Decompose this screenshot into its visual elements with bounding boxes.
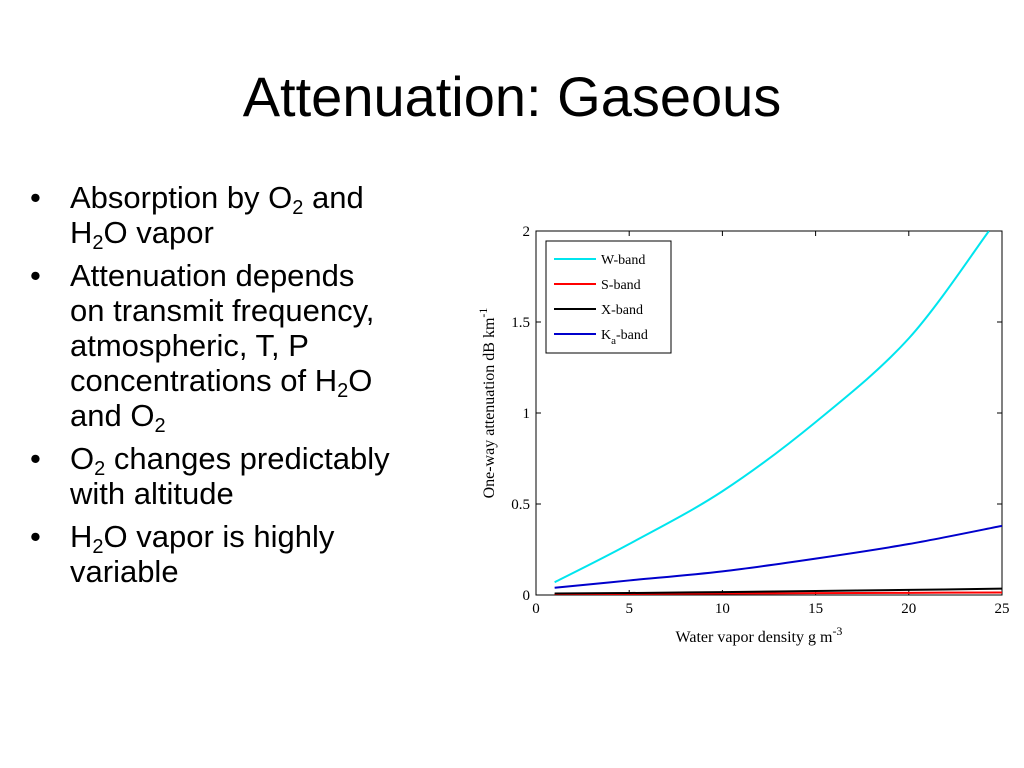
y-tick-label: 1.5 <box>511 315 530 331</box>
series-line-k <box>554 524 1002 589</box>
bullet-subscript: 2 <box>292 197 304 219</box>
bullet-line: with altitude <box>70 476 464 511</box>
legend-name-tail: -band <box>616 328 648 343</box>
x-tick-label: 20 <box>901 601 916 617</box>
legend-label: Ka-band <box>601 328 648 347</box>
x-tick-label: 25 <box>995 601 1010 617</box>
series-line-x-band <box>554 587 1002 595</box>
bullet-text: atmospheric, T, P <box>70 328 309 363</box>
bullet-text: variable <box>70 554 179 589</box>
bullet-text: with altitude <box>70 476 234 511</box>
x-tick-label: 15 <box>808 601 823 617</box>
bullet-text: H <box>70 519 93 554</box>
legend-label: S-band <box>601 278 641 293</box>
bullet-line: concentrations of H2O <box>70 363 464 401</box>
x-tick-label: 10 <box>715 601 730 617</box>
x-tick-label: 5 <box>625 601 633 617</box>
y-tick-label: 2 <box>523 224 531 240</box>
legend-name: X-band <box>601 303 643 318</box>
bullet-text: Attenuation depends <box>70 258 355 293</box>
bullet-text: O vapor is highly <box>103 519 335 554</box>
x-tick-label: 0 <box>532 601 540 617</box>
bullet-line: Absorption by O2 and <box>70 180 464 218</box>
bullet-text: and O <box>70 398 155 433</box>
bullet-subscript: 2 <box>92 232 104 254</box>
y-axis-label: One-way attenuation dB km-1 <box>476 308 498 499</box>
bullet-line: variable <box>70 554 464 589</box>
y-axis-label-sup: -1 <box>476 308 490 318</box>
slide-title: Attenuation: Gaseous <box>242 65 782 128</box>
bullet-line: H2O vapor <box>70 215 464 253</box>
bullet-text: Absorption by O <box>70 180 293 215</box>
bullet-line: H2O vapor is highly <box>70 519 464 557</box>
legend-label: X-band <box>601 303 643 318</box>
y-tick-label: 0.5 <box>511 497 530 513</box>
series-line-w-band <box>554 231 990 584</box>
x-axis-label-sup: -3 <box>832 624 842 638</box>
legend-name: S-band <box>601 278 641 293</box>
bullet-subscript: 2 <box>337 380 349 402</box>
bullet-line: atmospheric, T, P <box>70 328 464 363</box>
bullet-line: Attenuation depends <box>70 258 464 293</box>
bullet-text: H <box>70 215 93 250</box>
attenuation-chart: 0 5 10 15 20 2500.511.52W-bandS-bandX-bandKa-… <box>476 224 1010 646</box>
bullet-text: O vapor <box>103 215 214 250</box>
bullet-line: O2 changes predictably <box>70 441 464 479</box>
bullet-text: and <box>303 180 364 215</box>
y-tick-label: 1 <box>523 406 531 422</box>
bullet-text: O <box>70 441 95 476</box>
legend-name: K <box>601 328 611 343</box>
bullet-line: on transmit frequency, <box>70 293 464 328</box>
bullet-subscript: 2 <box>154 415 166 437</box>
bullet-text: concentrations of H <box>70 363 338 398</box>
y-axis-label-text: One-way attenuation dB km <box>481 317 498 498</box>
bullet-subscript: 2 <box>94 458 106 480</box>
y-tick-label: 0 <box>523 588 531 604</box>
bullet-text: on transmit frequency, <box>70 293 375 328</box>
legend: W-band S-band X-band Ka-band <box>545 240 672 354</box>
x-axis-label: Water vapor density g m-3 <box>676 624 843 646</box>
bullet-text: O <box>348 363 373 398</box>
bullet-text: changes predictably <box>105 441 390 476</box>
legend-label: W-band <box>601 253 645 268</box>
legend-name-sub: a <box>611 335 616 347</box>
legend-name: W-band <box>601 253 645 268</box>
bullet-subscript: 2 <box>92 536 104 558</box>
x-axis-label-text: Water vapor density g m <box>676 629 833 646</box>
bullet-line: and O2 <box>70 398 464 436</box>
